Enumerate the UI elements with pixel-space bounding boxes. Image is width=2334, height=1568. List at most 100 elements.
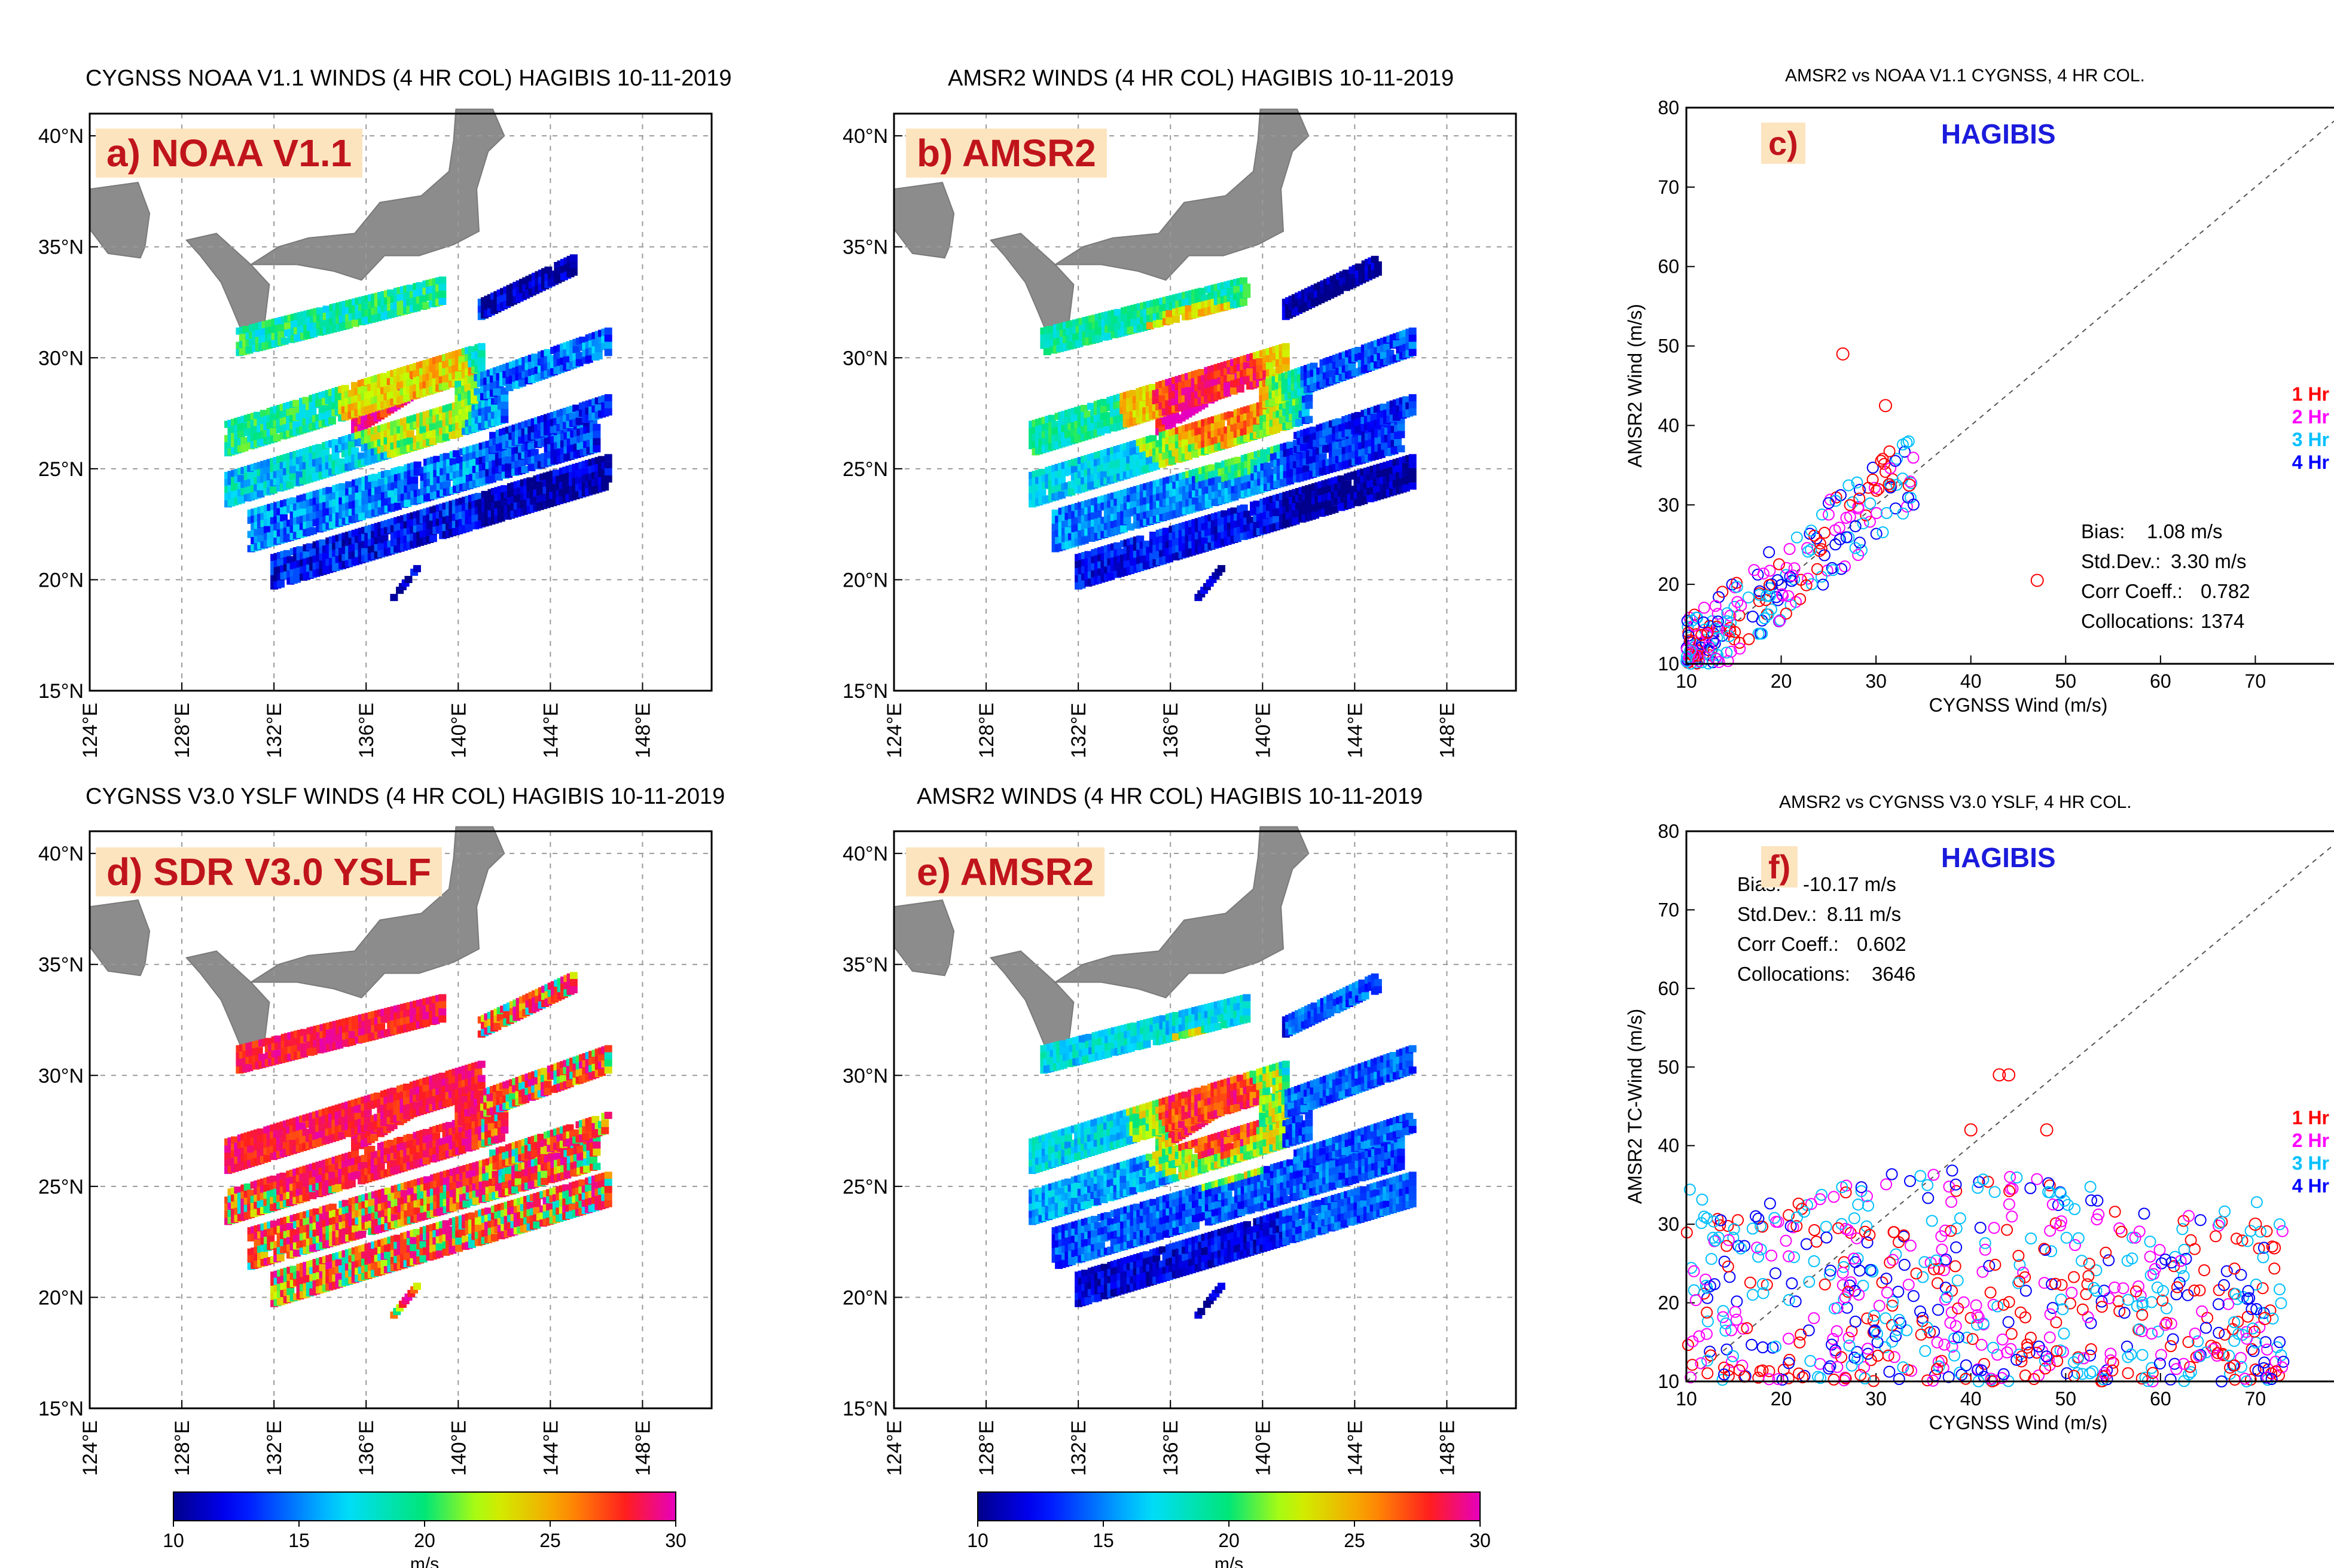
wind-cell bbox=[1282, 343, 1290, 350]
wind-cell bbox=[1094, 511, 1102, 519]
wind-cell bbox=[1386, 349, 1395, 357]
wind-cell bbox=[402, 373, 411, 380]
wind-cell bbox=[237, 475, 245, 483]
wind-cell bbox=[604, 334, 612, 342]
wind-cell bbox=[1047, 326, 1055, 333]
wind-cell bbox=[388, 490, 395, 498]
wind-cell bbox=[1402, 463, 1410, 471]
wind-cell bbox=[303, 551, 311, 559]
map-a-title: CYGNSS NOAA V1.1 WINDS (4 HR COL) HAGIBI… bbox=[86, 66, 732, 91]
wind-cell bbox=[1191, 450, 1199, 458]
wind-cell bbox=[377, 478, 386, 486]
wind-cell bbox=[501, 394, 509, 402]
wind-cell bbox=[1335, 449, 1343, 456]
wind-cell bbox=[1282, 357, 1290, 365]
map-lon-tick-label: 148°E bbox=[631, 703, 654, 758]
wind-cell bbox=[429, 438, 437, 445]
land-shape-0 bbox=[989, 233, 1075, 332]
wind-cell bbox=[1348, 363, 1356, 371]
wind-cell bbox=[1162, 527, 1170, 535]
wind-cell bbox=[1246, 368, 1255, 376]
wind-cell bbox=[536, 481, 544, 489]
wind-cell bbox=[1310, 362, 1318, 370]
wind-cell bbox=[1272, 516, 1280, 523]
wind-cell bbox=[505, 456, 513, 464]
wind-cell bbox=[1408, 334, 1417, 342]
wind-cell bbox=[1329, 370, 1337, 377]
wind-cell bbox=[309, 527, 318, 535]
wind-cell bbox=[1233, 535, 1241, 542]
wind-cell bbox=[1337, 475, 1346, 483]
wind-cell bbox=[1038, 490, 1047, 498]
wind-cell bbox=[1133, 454, 1141, 462]
map-lon-tick-label: 148°E bbox=[1436, 703, 1459, 758]
wind-cell bbox=[484, 407, 493, 414]
wind-cell bbox=[526, 484, 535, 492]
wind-cell bbox=[575, 469, 583, 477]
wind-cell bbox=[292, 421, 301, 429]
wind-cell bbox=[277, 559, 285, 566]
wind-cell bbox=[361, 548, 369, 556]
wind-cell bbox=[455, 429, 463, 437]
wind-cell bbox=[468, 346, 476, 353]
wind-cell bbox=[1265, 362, 1274, 370]
wind-cell bbox=[296, 546, 304, 554]
wind-cell bbox=[322, 449, 330, 457]
map-lat-tick-label: 40°N bbox=[843, 125, 888, 148]
wind-cell bbox=[240, 444, 249, 452]
wind-cell bbox=[464, 385, 472, 392]
wind-cell bbox=[604, 349, 612, 356]
wind-cell bbox=[316, 307, 324, 315]
wind-cell bbox=[413, 565, 421, 572]
wind-cell bbox=[319, 321, 328, 328]
wind-cell bbox=[501, 485, 509, 493]
map-lat-tick-label: 25°N bbox=[38, 458, 84, 481]
wind-cell bbox=[410, 483, 419, 491]
wind-cell bbox=[1408, 341, 1417, 349]
wind-cell bbox=[453, 450, 460, 457]
wind-cell bbox=[1325, 428, 1334, 436]
wind-cell bbox=[562, 488, 570, 495]
wind-cell bbox=[383, 386, 392, 393]
wind-cell bbox=[604, 461, 612, 469]
wind-cell bbox=[1166, 310, 1174, 318]
wind-cell bbox=[318, 413, 327, 420]
wind-cell bbox=[419, 426, 428, 434]
wind-cell bbox=[1230, 521, 1238, 529]
wind-cell bbox=[1301, 410, 1310, 417]
wind-cell bbox=[1181, 439, 1189, 447]
wind-cell bbox=[289, 497, 298, 505]
wind-cell bbox=[257, 535, 265, 542]
wind-cell bbox=[1113, 467, 1121, 475]
wind-cell bbox=[1103, 426, 1111, 434]
wind-cell bbox=[1114, 309, 1122, 316]
wind-cell bbox=[575, 477, 583, 484]
wind-cell bbox=[442, 382, 450, 390]
wind-cell bbox=[1260, 449, 1268, 457]
wind-cell bbox=[1324, 501, 1332, 508]
wind-cell bbox=[593, 423, 601, 431]
wind-cell bbox=[1172, 315, 1180, 323]
wind-cell bbox=[1347, 501, 1355, 508]
wind-cell bbox=[247, 472, 255, 480]
wind-cell bbox=[351, 447, 359, 454]
wind-cell bbox=[1088, 330, 1097, 337]
wind-cell bbox=[531, 353, 539, 361]
wind-cell bbox=[1184, 387, 1192, 395]
map-lat-tick-label: 15°N bbox=[843, 680, 888, 703]
wind-cell bbox=[406, 379, 414, 387]
wind-cell bbox=[1175, 495, 1183, 502]
wind-cell bbox=[1100, 405, 1108, 413]
wind-cell bbox=[518, 459, 526, 467]
wind-cell bbox=[416, 524, 425, 532]
land-shape-1 bbox=[1053, 108, 1310, 281]
map-lat-tick-label: 20°N bbox=[38, 569, 84, 591]
wind-cell bbox=[422, 301, 431, 309]
wind-cell bbox=[569, 261, 578, 269]
wind-cell bbox=[1295, 502, 1303, 510]
wind-cell bbox=[299, 412, 307, 420]
wind-cell bbox=[1210, 379, 1219, 387]
wind-cell bbox=[495, 473, 503, 481]
wind-cell bbox=[518, 379, 526, 387]
wind-cell bbox=[569, 269, 578, 276]
